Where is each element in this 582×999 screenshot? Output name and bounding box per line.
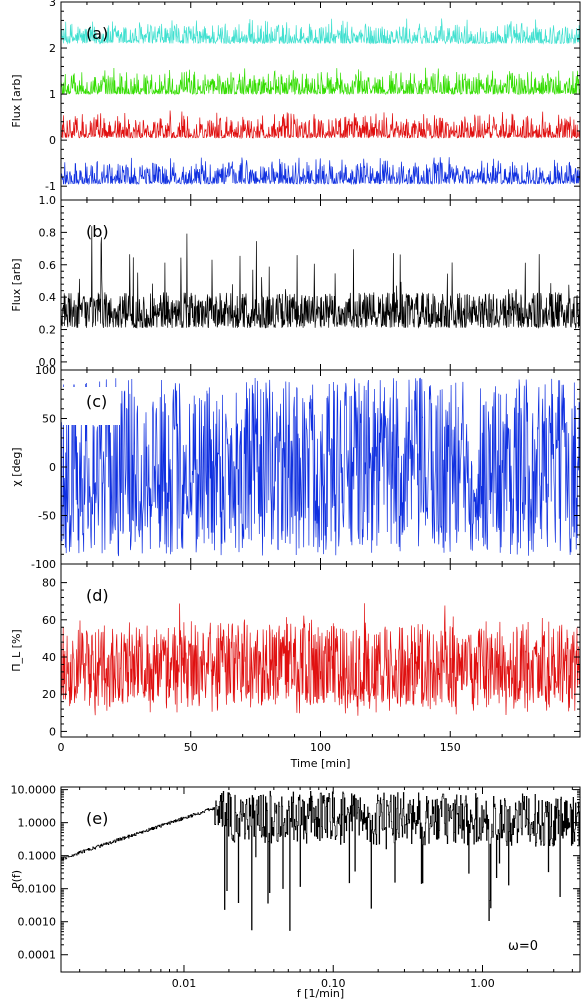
panel-b-series-line	[60, 226, 581, 330]
y-tick-label: 0.0001	[18, 949, 57, 962]
y-tick-label: 80	[42, 577, 56, 590]
panel-b-frame	[60, 199, 581, 371]
y-tick-label: 50	[42, 413, 56, 426]
y-tick-label: -50	[38, 510, 56, 523]
y-tick-label: 0.4	[39, 291, 57, 304]
panel-c-ylabel: χ [deg]	[10, 447, 23, 486]
x-tick-label: 50	[184, 741, 198, 754]
panel-d-ylabel: Π_L [%]	[10, 629, 23, 671]
y-tick-label: -1	[45, 180, 56, 193]
panel-e-xlabel: f [1/min]	[297, 987, 344, 999]
y-tick-label: 0.8	[39, 226, 57, 239]
panel-c-series-line	[60, 377, 581, 557]
y-tick-label: -100	[31, 558, 56, 571]
y-tick-label: 0.2	[39, 324, 57, 337]
panel-a-series-line	[60, 67, 581, 96]
panel-a-series-line	[60, 157, 581, 186]
panel-d-series-line	[60, 603, 581, 716]
panel-e-label: (e)	[86, 809, 108, 828]
y-tick-label: 1.0000	[18, 817, 57, 830]
panel-b-ylabel: Flux [arb]	[10, 258, 23, 311]
panel-a-series-line	[60, 110, 580, 140]
panel-c-label: (c)	[86, 392, 107, 411]
x-tick-label: 0	[58, 741, 65, 754]
y-tick-label: 0.1000	[18, 850, 57, 863]
y-tick-label: 1.0	[39, 194, 57, 207]
panel-a-series-line	[60, 18, 581, 45]
y-tick-label: 0.6	[39, 259, 57, 272]
x-tick-label: 150	[440, 741, 461, 754]
y-tick-label: 0.0	[39, 356, 57, 369]
y-tick-label: 1	[49, 88, 56, 101]
y-tick-label: 0	[49, 134, 56, 147]
panel-a-ylabel: Flux [arb]	[10, 74, 23, 127]
panel-e-annotation: ω=0	[508, 939, 538, 954]
x-tick-label: 0.10	[321, 977, 346, 990]
x-tick-label: 0.01	[172, 977, 197, 990]
y-tick-label: 60	[42, 614, 56, 627]
y-tick-label: 0	[49, 461, 56, 474]
y-tick-label: 3	[49, 0, 56, 9]
y-tick-label: 0	[49, 725, 56, 738]
y-tick-label: 0.0010	[18, 916, 57, 929]
panel-c-label-backdrop	[62, 387, 120, 425]
panel-e-ylabel: P(f)	[10, 870, 23, 889]
panel-e-series-line	[61, 790, 581, 931]
panel-e-frame	[60, 786, 581, 973]
panel-b-label: (b)	[86, 222, 109, 241]
panel-d-xlabel: Time [min]	[290, 757, 351, 770]
y-tick-label: 2	[49, 42, 56, 55]
y-tick-label: 0.0100	[18, 883, 57, 896]
y-tick-label: 100	[35, 364, 56, 377]
y-tick-label: 10.0000	[11, 784, 57, 797]
panel-a-label: (a)	[86, 24, 108, 43]
x-tick-label: 100	[310, 741, 331, 754]
x-tick-label: 1.00	[470, 977, 495, 990]
y-tick-label: 20	[42, 688, 56, 701]
panel-d-label: (d)	[86, 586, 109, 605]
y-tick-label: 40	[42, 651, 56, 664]
